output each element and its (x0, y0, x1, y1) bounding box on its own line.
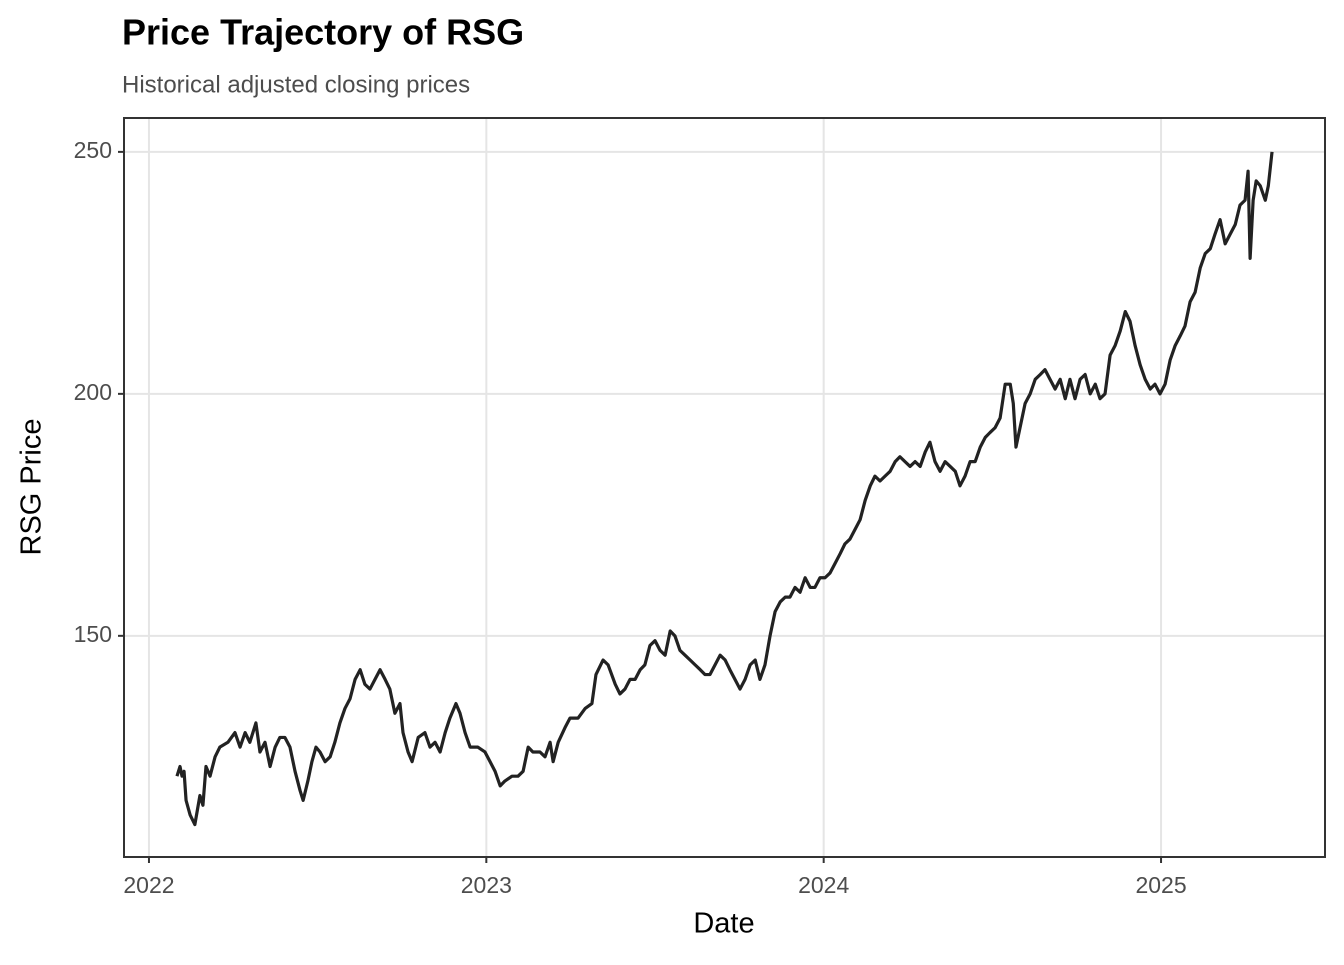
y-axis-label: RSG Price (16, 419, 48, 556)
chart-title: Price Trajectory of RSG (122, 12, 524, 53)
x-tick-label: 2025 (1135, 872, 1186, 898)
plot-background (124, 118, 1325, 857)
panel-border (123, 117, 1326, 858)
y-tick-label: 150 (74, 621, 112, 647)
chart-subtitle: Historical adjusted closing prices (122, 71, 470, 98)
x-tick-label: 2023 (461, 872, 512, 898)
x-tick-label: 2024 (798, 872, 849, 898)
x-tick-label: 2022 (123, 872, 174, 898)
y-tick-label: 200 (74, 379, 112, 405)
x-axis-label: Date (693, 908, 754, 940)
y-tick-label: 250 (74, 137, 112, 163)
price-line (175, 151, 1274, 827)
